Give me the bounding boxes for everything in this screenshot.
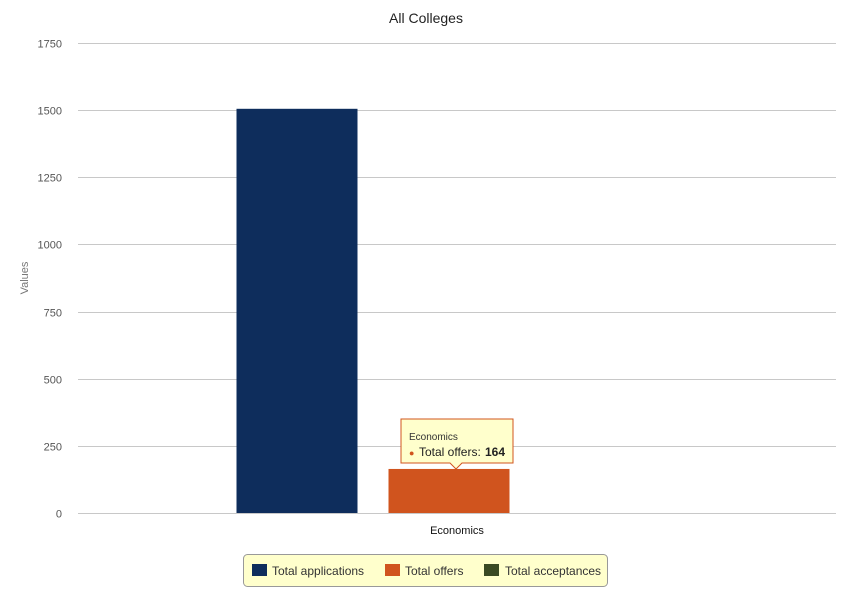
bar-total-offers[interactable] xyxy=(388,468,510,513)
y-axis-ticks: 0 250 500 750 1000 1250 1500 1750 xyxy=(38,39,62,521)
legend-swatch-total-offers xyxy=(385,564,400,576)
tooltip-bullet: ● xyxy=(409,448,414,458)
tooltip-box xyxy=(400,418,514,470)
bars xyxy=(236,108,510,514)
tooltip-category: Economics xyxy=(409,432,458,443)
legend-item-total-offers[interactable]: Total offers xyxy=(385,564,463,578)
y-tick-label: 1500 xyxy=(38,106,62,118)
x-axis-ticks: Economics xyxy=(430,525,484,537)
y-tick-label: 250 xyxy=(44,442,62,454)
tooltip-value: 164 xyxy=(485,445,505,459)
y-axis-label: Values xyxy=(19,261,31,294)
x-tick-label: Economics xyxy=(430,525,484,537)
legend-box xyxy=(243,554,608,587)
bar-total-applications[interactable] xyxy=(236,108,358,514)
gridlines xyxy=(78,43,836,514)
chart-title: All Colleges xyxy=(389,10,463,26)
tooltip-series-label: Total offers: xyxy=(419,445,481,459)
legend: Total applications Total offers Total ac… xyxy=(243,554,608,587)
y-tick-label: 1000 xyxy=(38,240,62,252)
y-tick-label: 750 xyxy=(44,308,62,320)
legend-item-total-applications[interactable]: Total applications xyxy=(252,564,364,578)
legend-label-total-acceptances: Total acceptances xyxy=(505,564,601,578)
legend-swatch-total-applications xyxy=(252,564,267,576)
legend-label-total-applications: Total applications xyxy=(272,564,364,578)
tooltip: Economics ● Total offers: 164 xyxy=(400,418,514,470)
legend-swatch-total-acceptances xyxy=(484,564,499,576)
legend-item-total-acceptances[interactable]: Total acceptances xyxy=(484,564,601,578)
y-tick-label: 1250 xyxy=(38,173,62,185)
y-tick-label: 1750 xyxy=(38,39,62,51)
y-tick-label: 0 xyxy=(56,509,62,521)
legend-label-total-offers: Total offers xyxy=(405,564,463,578)
y-tick-label: 500 xyxy=(44,375,62,387)
